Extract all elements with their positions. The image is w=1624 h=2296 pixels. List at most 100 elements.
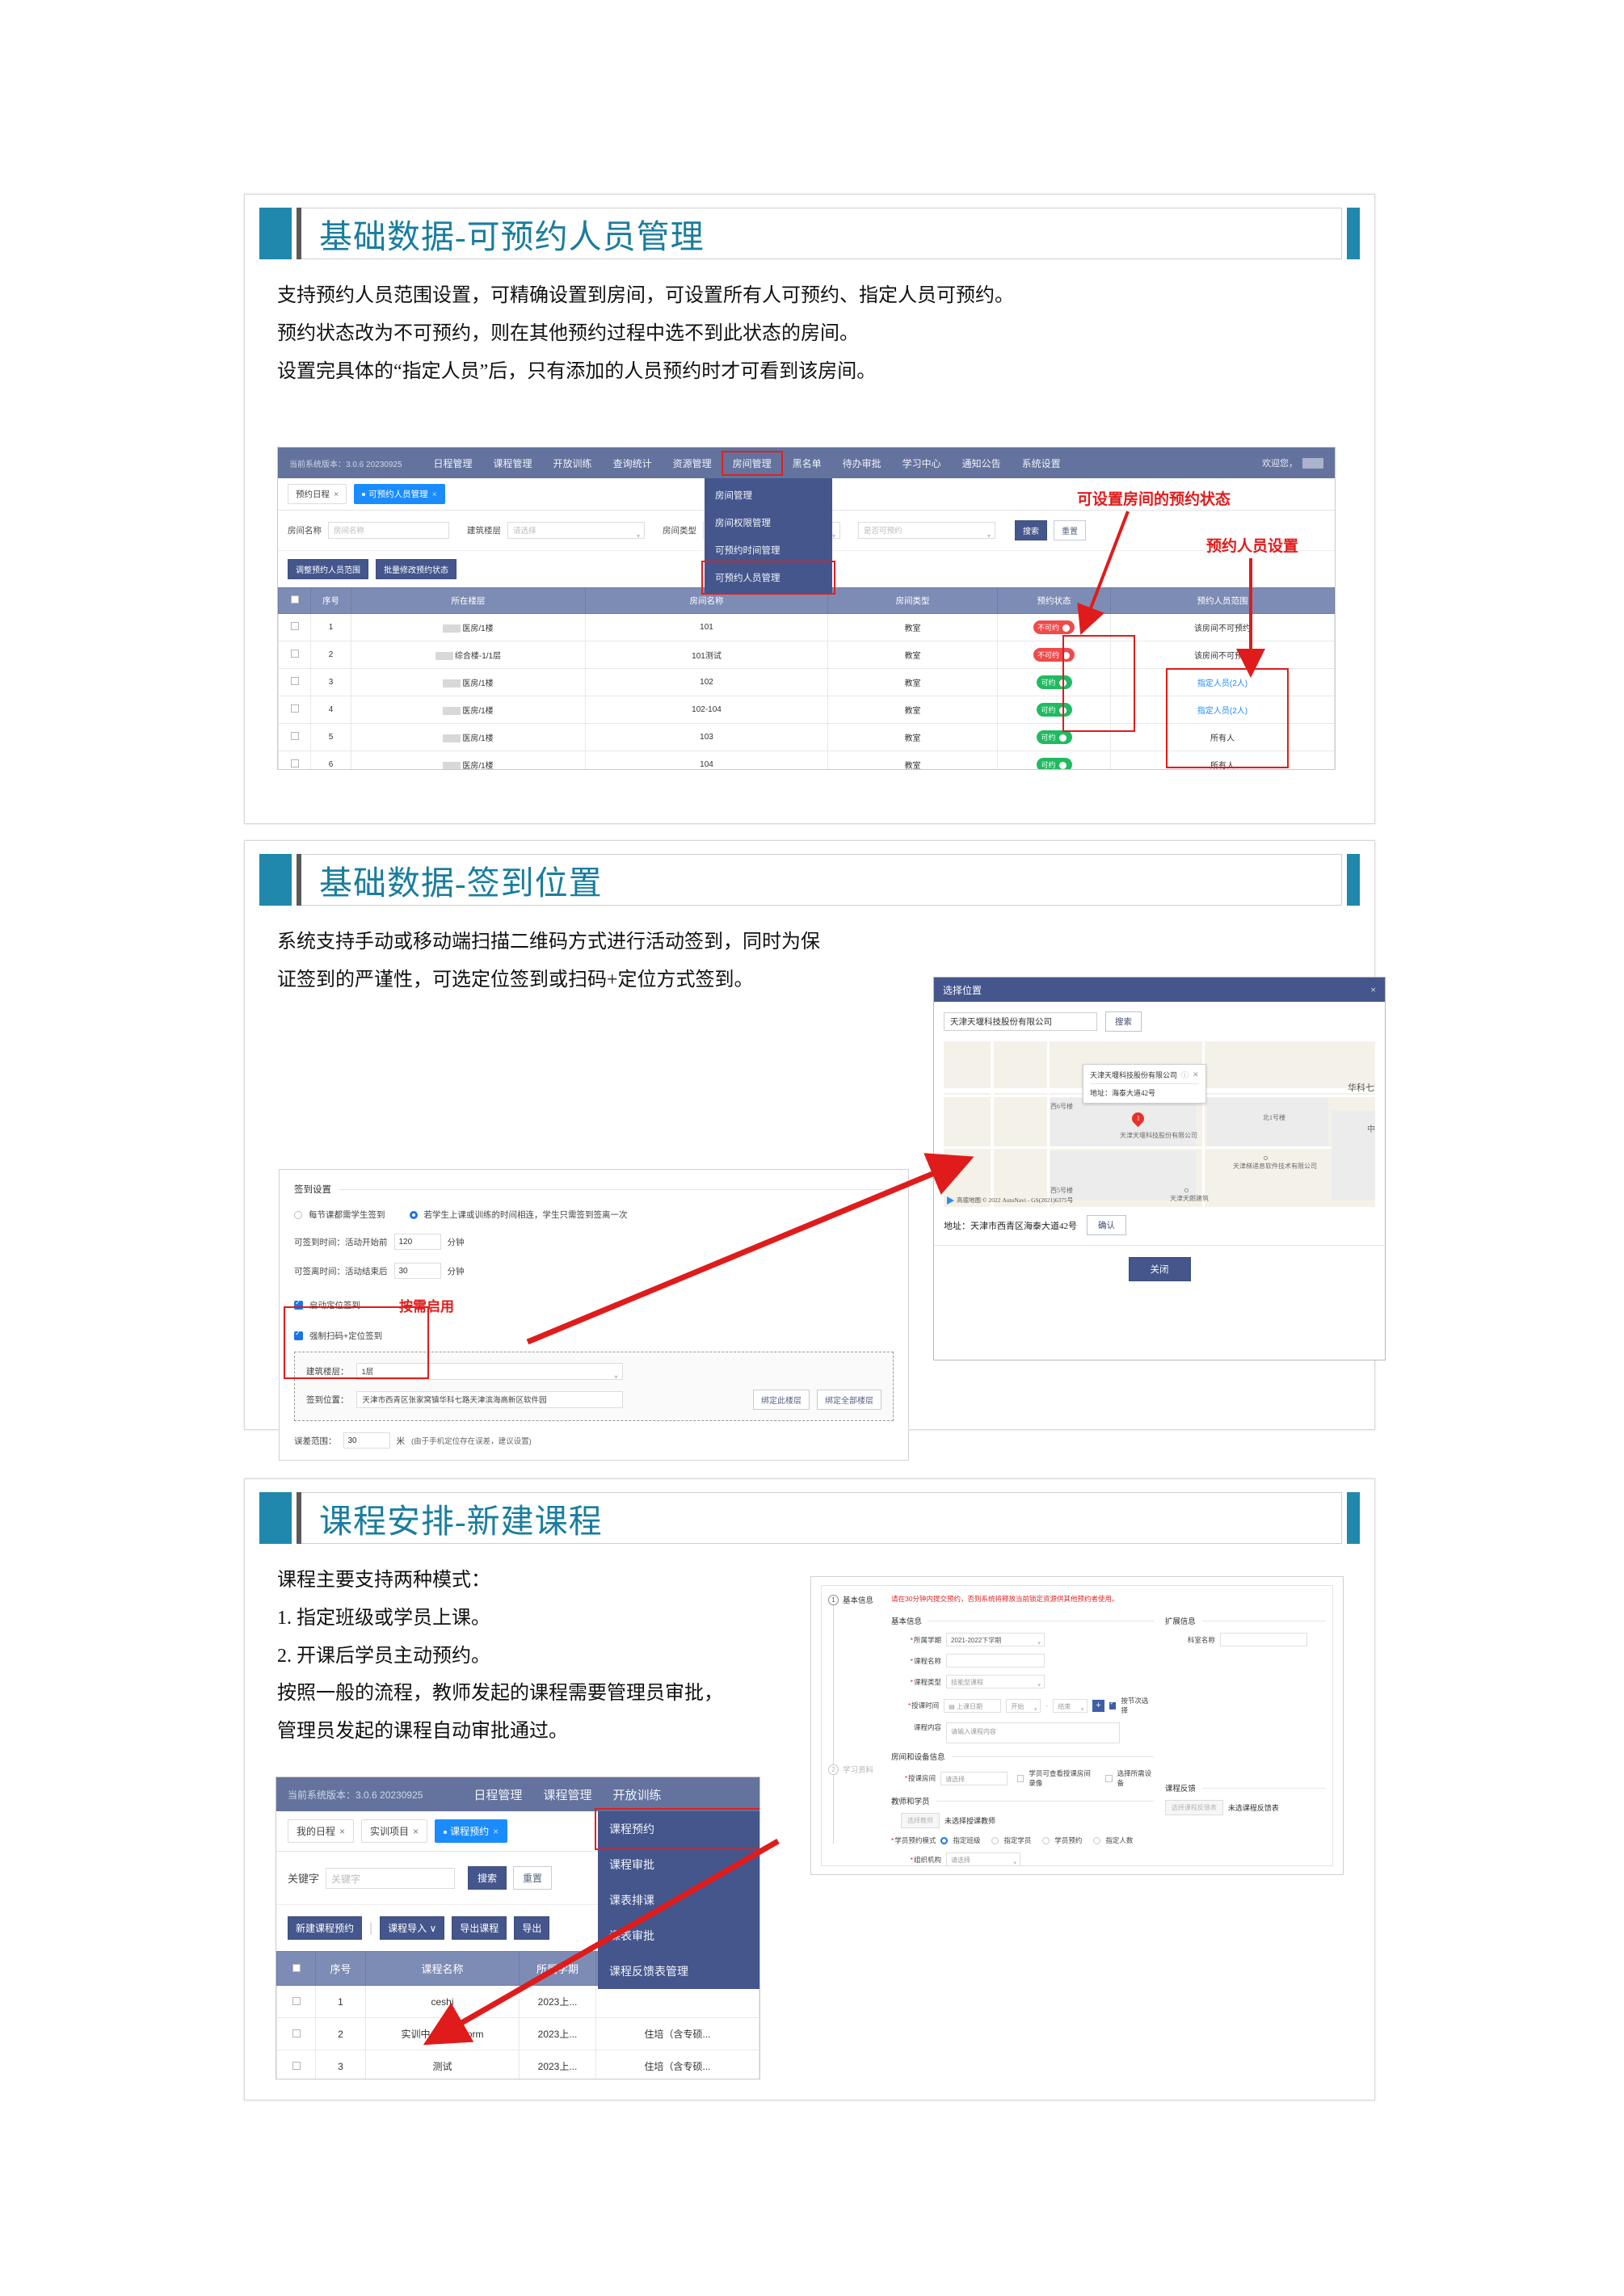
- map-search-input[interactable]: 天津天堰科技股份有限公司: [944, 1012, 1097, 1031]
- booking-mode-radio-count[interactable]: [1093, 1836, 1101, 1844]
- enable-location-checkbox[interactable]: [294, 1298, 303, 1310]
- select-equipment-checkbox[interactable]: [1105, 1774, 1113, 1782]
- cell-status[interactable]: 不可约: [997, 641, 1111, 669]
- signout-after-input[interactable]: 30: [393, 1263, 441, 1279]
- nav-item-system-settings[interactable]: 系统设置: [1021, 457, 1061, 469]
- dropdown-item-room-management[interactable]: 房间管理: [715, 491, 752, 501]
- tab-bookable-people[interactable]: 可预约人员管理 ×: [354, 484, 445, 504]
- adjust-scope-button[interactable]: 调整预约人员范围: [288, 559, 368, 579]
- floor-select[interactable]: 1层 ▾: [356, 1363, 623, 1380]
- tab-course-booking[interactable]: 课程预约 ×: [435, 1819, 508, 1843]
- dropdown-item-course-booking[interactable]: 课程预约: [595, 1808, 759, 1850]
- dropdown-item-course-approval[interactable]: 课程审批: [609, 1858, 654, 1871]
- nav-item-notice[interactable]: 通知公告: [961, 457, 1001, 469]
- row-checkbox-cell[interactable]: [278, 613, 311, 641]
- dropdown-item-room-permission[interactable]: 房间权限管理: [715, 519, 771, 528]
- tab-my-schedule[interactable]: 我的日程 ×: [288, 1819, 355, 1843]
- step-study-material[interactable]: 2 学习资料: [828, 1764, 873, 1775]
- row-checkbox[interactable]: [290, 704, 299, 713]
- cell-status[interactable]: 可约: [997, 696, 1111, 724]
- new-course-booking-button[interactable]: 新建课程预约: [288, 1916, 363, 1940]
- row-checkbox-cell[interactable]: [276, 2017, 316, 2050]
- cell-status[interactable]: 可约: [997, 751, 1111, 769]
- row-checkbox[interactable]: [290, 622, 299, 630]
- row-checkbox[interactable]: [290, 732, 299, 740]
- col-select-all[interactable]: [276, 1951, 316, 1986]
- tab-training-project[interactable]: 实训项目 ×: [361, 1819, 428, 1843]
- select-feedback-button[interactable]: 选择课程反馈表: [1164, 1800, 1223, 1815]
- by-period-checkbox[interactable]: [1109, 1700, 1117, 1709]
- dropdown-item-feedback-management[interactable]: 课程反馈表管理: [609, 1965, 688, 1978]
- nav-item-open-training[interactable]: 开放训练: [612, 1788, 662, 1802]
- view-recording-checkbox[interactable]: [1017, 1774, 1024, 1782]
- close-icon[interactable]: ×: [413, 1826, 419, 1837]
- add-time-button[interactable]: +: [1092, 1699, 1104, 1712]
- class-start-select[interactable]: 开始 ▾: [1006, 1698, 1041, 1713]
- nav-item-course[interactable]: 课程管理: [543, 1788, 592, 1802]
- nav-item-query-stats[interactable]: 查询统计: [612, 457, 652, 469]
- room-name-input[interactable]: 房间名称: [328, 522, 449, 539]
- search-button[interactable]: 搜索: [468, 1866, 507, 1890]
- scope-link[interactable]: 指定人员(2人): [1197, 707, 1248, 716]
- booking-mode-radio-student[interactable]: [991, 1836, 999, 1844]
- nav-item-blacklist[interactable]: 黑名单: [792, 457, 822, 469]
- row-checkbox-cell[interactable]: [278, 641, 311, 669]
- nav-item-room-management[interactable]: 房间管理: [721, 450, 783, 476]
- radio-continuous[interactable]: [409, 1210, 418, 1219]
- org-select[interactable]: 请选择 ▾: [946, 1852, 1020, 1866]
- search-button[interactable]: 搜索: [1015, 520, 1047, 540]
- close-icon[interactable]: ×: [339, 1826, 346, 1837]
- row-checkbox-cell[interactable]: [278, 696, 311, 724]
- close-icon[interactable]: ×: [334, 490, 339, 499]
- force-scan-checkbox[interactable]: [294, 1329, 303, 1340]
- row-checkbox[interactable]: [292, 2029, 301, 2037]
- close-icon[interactable]: ×: [1370, 983, 1376, 995]
- row-checkbox-cell[interactable]: [276, 2050, 316, 2079]
- select-all-checkbox[interactable]: [292, 1964, 301, 1972]
- term-select[interactable]: 2021-2022下学期 ▾: [946, 1633, 1045, 1646]
- signin-before-input[interactable]: 120: [393, 1234, 441, 1250]
- step-basic-info[interactable]: 1 基本信息: [828, 1594, 888, 1605]
- export-button[interactable]: 导出: [514, 1916, 550, 1940]
- class-end-select[interactable]: 结束 ▾: [1053, 1698, 1088, 1713]
- row-checkbox-cell[interactable]: [276, 1985, 316, 2018]
- nav-item-schedule[interactable]: 日程管理: [433, 457, 473, 469]
- close-icon[interactable]: ✕: [1193, 1070, 1199, 1079]
- radio-every-class[interactable]: [294, 1210, 302, 1219]
- course-content-textarea[interactable]: 请输入课程内容: [946, 1722, 1120, 1743]
- room-input[interactable]: 请选择: [940, 1771, 1008, 1785]
- export-course-button[interactable]: 导出课程: [452, 1916, 507, 1940]
- course-type-select[interactable]: 技能型课程 ▾: [946, 1675, 1045, 1688]
- row-checkbox[interactable]: [292, 1996, 301, 2005]
- row-checkbox[interactable]: [290, 759, 299, 767]
- dropdown-item-bookable-time[interactable]: 可预约时间管理: [715, 546, 780, 556]
- row-checkbox-cell[interactable]: [278, 723, 311, 751]
- info-icon[interactable]: ⓘ: [1181, 1071, 1189, 1079]
- row-checkbox-cell[interactable]: [278, 668, 311, 696]
- close-icon[interactable]: ×: [431, 490, 437, 499]
- select-teacher-button[interactable]: 选择教师: [901, 1813, 940, 1828]
- dropdown-item-timetable-schedule[interactable]: 课表排课: [609, 1894, 654, 1907]
- scope-link[interactable]: 指定人员(2人): [1197, 679, 1248, 688]
- batch-status-button[interactable]: 批量修改预约状态: [376, 559, 456, 579]
- status-toggle[interactable]: 不可约: [1033, 648, 1075, 662]
- room-management-dropdown[interactable]: 房间管理 房间权限管理 可预约时间管理 可预约人员管理: [701, 478, 835, 595]
- reset-button[interactable]: 重置: [1054, 520, 1086, 540]
- dropdown-item-bookable-people[interactable]: 可预约人员管理: [701, 561, 835, 595]
- map-canvas[interactable]: 西6号楼 西5号楼 北1号楼 华科七路 中天 天津天堰科技股份有限公司 天津梯递…: [944, 1041, 1375, 1207]
- nav-item-resource[interactable]: 资源管理: [672, 457, 712, 469]
- cell-scope[interactable]: 指定人员(2人): [1110, 668, 1335, 696]
- dropdown-item-timetable-approval[interactable]: 课表审批: [609, 1929, 654, 1942]
- confirm-button[interactable]: 确认: [1087, 1215, 1126, 1235]
- booking-mode-radio-class[interactable]: [940, 1836, 949, 1844]
- row-checkbox[interactable]: [290, 677, 299, 685]
- booking-mode-radio-self[interactable]: [1042, 1836, 1050, 1844]
- row-checkbox[interactable]: [290, 650, 299, 658]
- reset-button[interactable]: 重置: [513, 1866, 553, 1890]
- floor-select[interactable]: 请选择 ▾: [507, 522, 645, 539]
- nav-item-open-training[interactable]: 开放训练: [553, 457, 592, 469]
- row-checkbox-cell[interactable]: [278, 751, 311, 769]
- close-icon[interactable]: ×: [493, 1826, 499, 1837]
- status-toggle[interactable]: 不可约: [1033, 620, 1075, 634]
- dept-name-input[interactable]: [1219, 1633, 1307, 1646]
